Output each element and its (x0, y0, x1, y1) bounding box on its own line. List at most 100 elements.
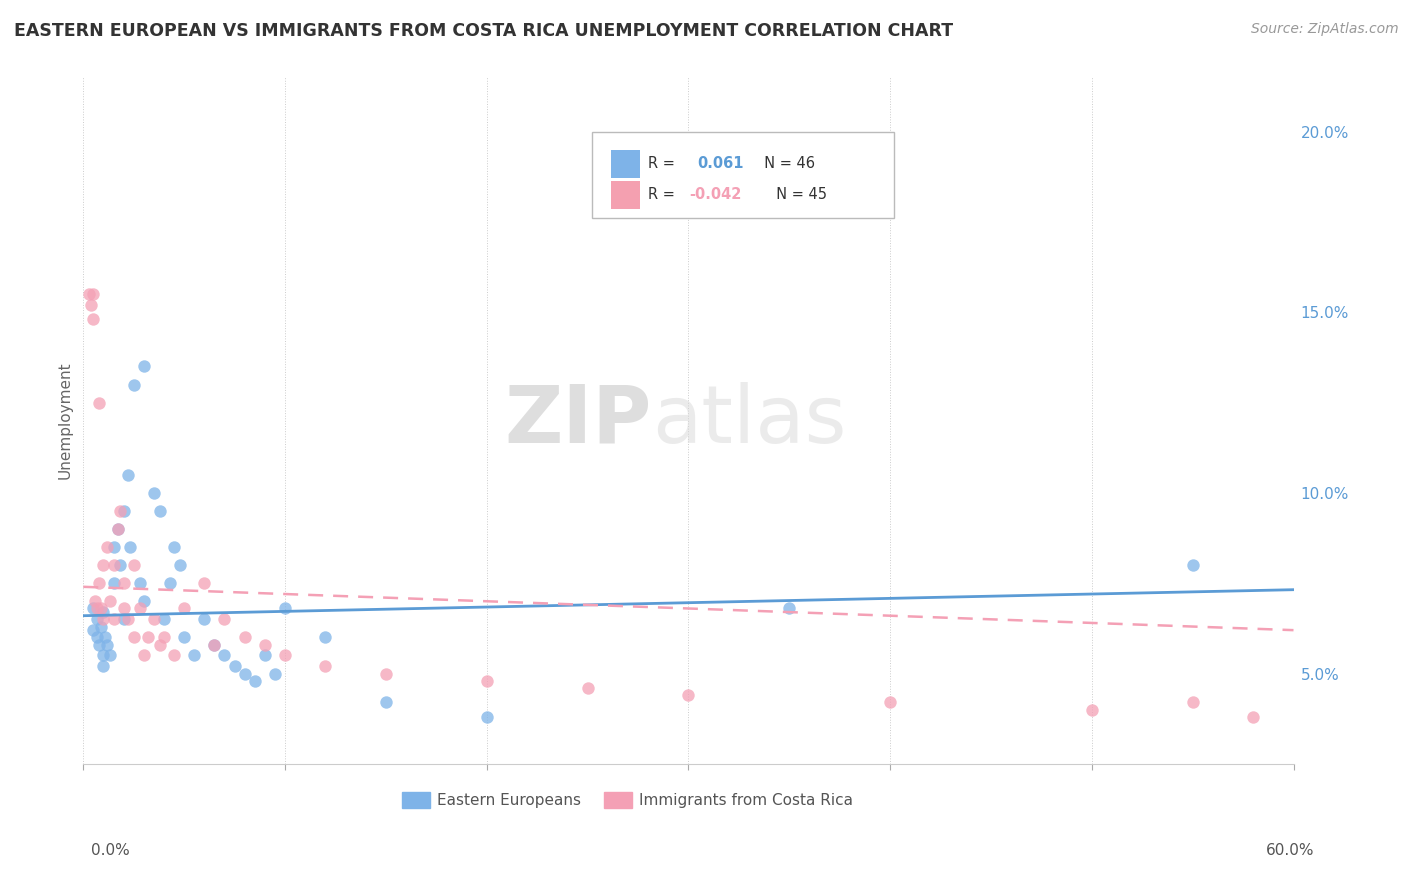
Point (475, 673, 498, 688)
Point (253, 638, 276, 652)
Point (93, 558, 115, 573)
Point (193, 612, 215, 626)
Point (103, 540, 125, 554)
Point (253, 648, 276, 663)
Point (132, 594, 155, 608)
Point (183, 648, 205, 663)
Point (98, 594, 121, 608)
Point (117, 467, 139, 482)
Point (89, 638, 111, 652)
Point (103, 576, 125, 591)
Point (132, 359, 155, 374)
Point (202, 638, 225, 652)
Point (118, 540, 141, 554)
Point (159, 576, 181, 591)
Point (678, 688, 700, 702)
FancyBboxPatch shape (612, 150, 640, 178)
Point (374, 695, 396, 709)
Point (153, 612, 176, 626)
Point (122, 377, 145, 392)
Point (103, 612, 125, 626)
Point (576, 681, 599, 695)
Point (89, 395, 111, 409)
Point (142, 486, 165, 500)
Point (112, 504, 135, 518)
Point (86, 612, 108, 626)
Point (153, 631, 176, 645)
Legend: Eastern Europeans, Immigrants from Costa Rica: Eastern Europeans, Immigrants from Costa… (396, 787, 859, 814)
Point (94, 631, 117, 645)
Text: Source: ZipAtlas.com: Source: ZipAtlas.com (1251, 22, 1399, 37)
Y-axis label: Unemployment: Unemployment (58, 362, 72, 479)
Point (374, 666, 396, 681)
Point (96, 540, 118, 554)
Point (879, 695, 901, 709)
Point (314, 659, 336, 673)
Point (107, 522, 129, 536)
Point (149, 638, 172, 652)
Text: atlas: atlas (652, 382, 846, 459)
Point (82, 312, 104, 326)
Point (112, 601, 135, 615)
Point (314, 631, 336, 645)
Point (1181, 558, 1204, 573)
Point (79, 287, 101, 301)
Point (132, 648, 155, 663)
Point (224, 659, 246, 673)
Point (93, 612, 115, 626)
Point (173, 601, 195, 615)
Point (1081, 703, 1104, 717)
Text: N = 45: N = 45 (768, 186, 827, 202)
Point (193, 576, 215, 591)
Point (128, 601, 150, 615)
Point (93, 648, 115, 663)
Text: N = 46: N = 46 (755, 156, 815, 170)
Point (1181, 695, 1204, 709)
Point (122, 631, 145, 645)
Point (233, 631, 256, 645)
Point (475, 710, 498, 724)
Point (163, 540, 186, 554)
Point (243, 673, 266, 688)
Point (84, 594, 107, 608)
Point (89, 576, 111, 591)
Text: EASTERN EUROPEAN VS IMMIGRANTS FROM COSTA RICA UNEMPLOYMENT CORRELATION CHART: EASTERN EUROPEAN VS IMMIGRANTS FROM COST… (14, 22, 953, 40)
Point (163, 648, 186, 663)
Point (108, 504, 131, 518)
Point (117, 612, 139, 626)
Point (122, 558, 145, 573)
Point (86, 631, 108, 645)
Point (173, 631, 195, 645)
Point (90, 619, 112, 633)
Point (274, 648, 297, 663)
Point (214, 648, 236, 663)
Point (202, 638, 225, 652)
Point (214, 612, 236, 626)
Point (108, 558, 131, 573)
Point (128, 576, 150, 591)
Point (149, 504, 172, 518)
Point (103, 558, 125, 573)
Point (82, 623, 104, 637)
Point (82, 601, 104, 615)
Point (82, 287, 104, 301)
Text: -0.042: -0.042 (689, 186, 742, 202)
Point (86, 601, 108, 615)
Point (93, 605, 115, 619)
Point (778, 601, 800, 615)
FancyBboxPatch shape (592, 132, 894, 219)
Point (112, 612, 135, 626)
Point (142, 612, 165, 626)
Point (98, 648, 121, 663)
Text: 0.061: 0.061 (697, 156, 744, 170)
Point (1241, 710, 1264, 724)
Point (169, 558, 191, 573)
FancyBboxPatch shape (612, 181, 640, 209)
Point (90, 601, 112, 615)
Point (93, 659, 115, 673)
Text: R =: R = (648, 156, 685, 170)
Point (80, 298, 103, 312)
Point (107, 522, 129, 536)
Point (136, 631, 159, 645)
Text: 0.0%: 0.0% (91, 843, 131, 858)
